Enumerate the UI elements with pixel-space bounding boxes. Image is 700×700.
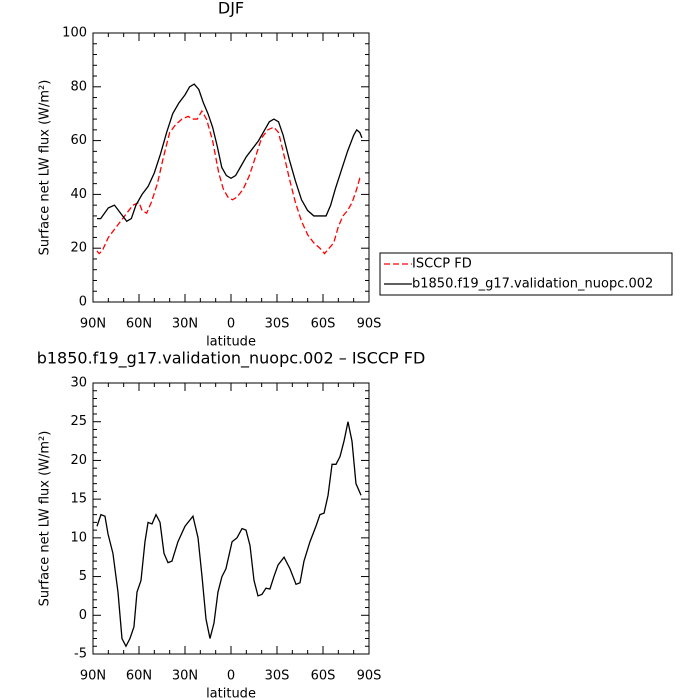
x-tick-label: 0 [227,317,235,332]
x-tick-label: 60N [126,317,152,332]
x-tick-label: 60N [126,669,152,684]
x-tick-label: 60S [311,317,336,332]
legend-label: b1850.f19_g17.validation_nuopc.002 [412,277,653,292]
x-tick-label: 0 [227,669,235,684]
legend-label: ISCCP FD [412,257,472,272]
y-tick-label: -5 [74,647,87,662]
chart-title: b1850.f19_g17.validation_nuopc.002 – ISC… [37,349,426,369]
y-axis-label: Surface net LW flux (W/m²) [38,80,53,256]
plot-frame [92,32,370,303]
y-tick-label: 40 [70,187,87,202]
data-line [96,421,362,648]
y-tick-label: 60 [70,133,87,148]
x-tick-label: 90S [357,317,382,332]
data-line [96,109,363,255]
y-tick-label: 10 [70,530,87,545]
x-tick-label: 30N [172,317,198,332]
y-tick-label: 20 [70,241,87,256]
x-tick-label: 60S [311,669,336,684]
y-tick-label: 25 [70,414,87,429]
x-tick-label: 90N [80,669,106,684]
x-tick-label: 30N [172,669,198,684]
y-axis-label: Surface net LW flux (W/m²) [38,431,53,607]
legend-box [379,252,673,296]
y-tick-label: 0 [79,608,87,623]
y-tick-label: 0 [79,295,87,310]
y-tick-label: 5 [79,569,87,584]
plot-frame [92,382,370,655]
y-tick-label: 80 [70,79,87,94]
x-tick-label: 30S [265,317,290,332]
x-tick-label: 30S [265,669,290,684]
y-tick-label: 30 [70,376,87,391]
data-line [96,83,363,223]
x-axis-label: latitude [206,335,256,350]
x-tick-label: 90S [357,669,382,684]
y-tick-label: 100 [62,26,87,41]
chart-title: DJF [218,0,244,18]
y-tick-label: 20 [70,453,87,468]
x-tick-label: 90N [80,317,106,332]
x-axis-label: latitude [206,687,256,700]
y-tick-label: 15 [70,492,87,507]
